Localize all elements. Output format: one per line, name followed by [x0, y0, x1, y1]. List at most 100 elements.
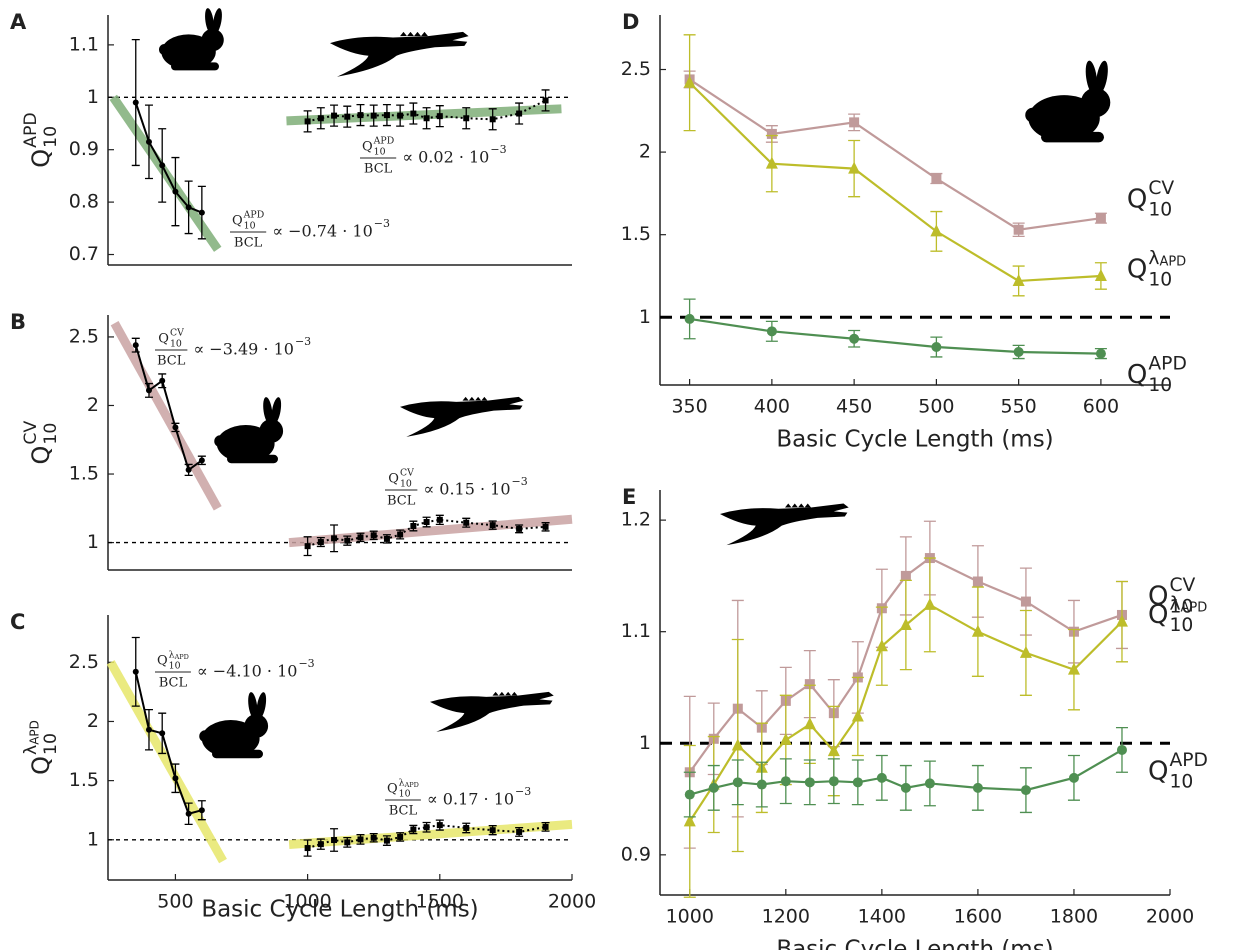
annotation-exp: −3	[374, 217, 390, 230]
marker	[370, 834, 377, 841]
marker	[370, 112, 377, 119]
marker	[159, 162, 166, 169]
label-base: Q	[387, 782, 398, 797]
label-supsub: APD	[1181, 600, 1208, 615]
marker	[766, 128, 777, 139]
annotation: Q 10λ APD BCL ∝ −4.10 · 10 −3	[155, 650, 315, 691]
y-tick-label: 0.8	[69, 191, 99, 213]
marker	[172, 424, 179, 431]
marker	[132, 668, 139, 675]
marker	[304, 543, 311, 550]
x-tick-label: 1600	[954, 906, 1002, 928]
annotation-exp: −3	[515, 785, 531, 798]
y-tick-label: 2.5	[69, 325, 99, 347]
label-sup: CV	[400, 468, 414, 479]
marker	[683, 75, 696, 88]
marker	[331, 112, 338, 119]
label-sub: 10	[170, 338, 182, 349]
marker	[900, 782, 911, 793]
marker	[972, 782, 983, 793]
x-tick-label: 500	[157, 891, 193, 913]
marker	[1067, 662, 1080, 675]
marker	[410, 826, 417, 833]
marker	[198, 457, 205, 464]
x-tick-label: 350	[671, 396, 707, 418]
marker	[331, 535, 338, 542]
label-sub: 10	[1148, 200, 1172, 221]
series-line	[688, 81, 1101, 283]
marker	[198, 807, 205, 814]
annotation-den: BCL	[159, 676, 188, 691]
marker	[436, 516, 443, 523]
x-tick-label: 400	[754, 396, 790, 418]
label-sup: APD	[1148, 353, 1186, 374]
label-sup: λ	[21, 745, 41, 755]
label-sub: 10	[169, 660, 181, 671]
annotation-exp: −3	[490, 143, 506, 156]
y-tick-label: 2.5	[69, 651, 99, 673]
marker	[185, 810, 192, 817]
fit-line	[106, 660, 227, 864]
marker	[1095, 213, 1106, 224]
marker	[1095, 348, 1106, 359]
marker	[159, 377, 166, 384]
rabbit-icon	[1025, 59, 1111, 143]
annotation-relation: ∝ −0.74 · 10	[272, 222, 373, 241]
label-sup: CV	[170, 328, 184, 339]
marker	[899, 618, 912, 630]
label-supsub: APD	[1159, 255, 1186, 270]
label-sup: λ	[1169, 593, 1180, 614]
label-sub: 10	[244, 220, 256, 231]
x-axis-label: Basic Cycle Length (ms)	[776, 937, 1053, 950]
y-tick-label: 0.9	[69, 138, 99, 160]
marker	[317, 539, 324, 546]
marker	[132, 342, 139, 349]
marker	[172, 775, 179, 782]
label-sup: λ	[1148, 248, 1159, 269]
marker	[357, 534, 364, 541]
y-tick-label: 1	[87, 86, 99, 108]
marker	[132, 99, 139, 106]
label-sub: 10	[374, 146, 386, 157]
marker	[516, 828, 523, 835]
y-tick-label: 1	[87, 531, 99, 553]
label-sup: APD	[373, 136, 395, 147]
marker	[875, 639, 888, 652]
label-sup: λ	[169, 650, 175, 661]
x-tick-label: 450	[836, 396, 872, 418]
marker	[542, 97, 549, 104]
marker	[185, 466, 192, 473]
marker	[684, 789, 695, 800]
marker	[145, 387, 152, 394]
marker	[931, 342, 942, 353]
y-tick-label: 2	[639, 141, 651, 163]
x-tick-label: 500	[918, 396, 954, 418]
marker	[1019, 645, 1032, 658]
marker	[516, 110, 523, 117]
marker	[1116, 744, 1127, 755]
marker	[828, 776, 839, 787]
marker	[383, 112, 390, 119]
label-base: Q	[27, 149, 55, 168]
marker	[145, 726, 152, 733]
y-tick-label: 0.9	[621, 843, 651, 865]
marker	[410, 522, 417, 529]
marker	[397, 531, 404, 538]
label-sup: CV	[1169, 575, 1195, 596]
label-base: Q	[27, 446, 55, 465]
marker	[542, 823, 549, 830]
annotation-exp: −3	[295, 335, 311, 348]
marker	[331, 837, 338, 844]
label-sub: 10	[400, 478, 412, 489]
marker	[852, 777, 863, 788]
marker	[708, 782, 719, 793]
annotation-exp: −3	[512, 475, 528, 488]
